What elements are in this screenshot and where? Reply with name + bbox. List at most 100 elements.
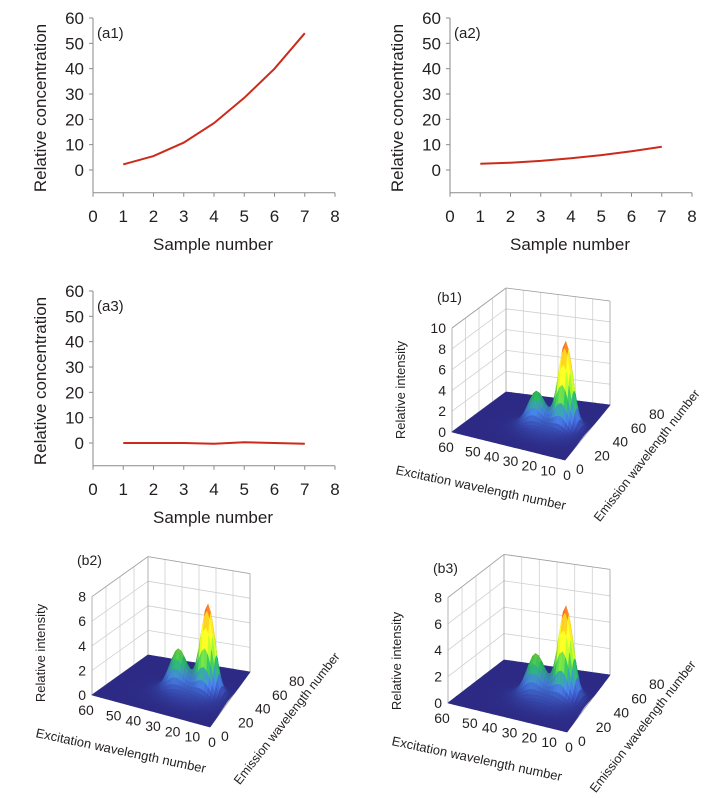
x-tick-label: 20 xyxy=(165,723,181,739)
x-tick-label: 3 xyxy=(179,480,188,499)
y-tick-label: 20 xyxy=(594,447,610,463)
panel-label: (b1) xyxy=(437,289,462,305)
y-tick-label: 20 xyxy=(65,383,84,402)
data-line xyxy=(123,441,305,445)
panel-label: (a2) xyxy=(454,25,481,42)
z-tick-label: 6 xyxy=(438,362,446,378)
y-tick-label: 60 xyxy=(631,420,647,436)
x-tick-label: 10 xyxy=(185,729,201,745)
box-edge xyxy=(505,287,611,302)
x-tick-label: 7 xyxy=(300,207,309,226)
y-tick-label: 50 xyxy=(65,34,84,53)
y-tick-label: 40 xyxy=(65,60,84,79)
y-tick-label: 40 xyxy=(613,434,629,450)
x-tick-label: 3 xyxy=(536,207,545,226)
x-tick-label: 4 xyxy=(566,207,575,226)
y-tick-label: 20 xyxy=(65,110,84,129)
box-edge xyxy=(451,287,507,329)
x-tick-label: 5 xyxy=(240,480,249,499)
z-axis-label: Relative intensity xyxy=(393,340,408,439)
box-edge xyxy=(91,556,149,597)
y-tick-label: 60 xyxy=(65,282,84,301)
y-tick-label: 0 xyxy=(432,161,441,180)
x-tick-label: 8 xyxy=(330,480,339,499)
x-tick-label: 6 xyxy=(270,480,279,499)
panel-label: (a3) xyxy=(97,298,124,315)
x-tick-label: 2 xyxy=(149,480,158,499)
x-tick-label: 1 xyxy=(119,207,128,226)
x-tick-label: 0 xyxy=(88,207,97,226)
z-tick-label: 8 xyxy=(78,589,86,605)
x-tick-label: 0 xyxy=(445,207,454,226)
y-tick-label: 30 xyxy=(65,358,84,377)
y-tick-label: 40 xyxy=(255,701,271,717)
y-tick-label: 10 xyxy=(65,409,84,428)
x-tick-label: 5 xyxy=(597,207,606,226)
x-tick-label: 7 xyxy=(300,480,309,499)
x-tick-label: 0 xyxy=(208,734,216,750)
x-tick-label: 30 xyxy=(503,453,519,469)
panel-label: (b2) xyxy=(77,552,102,568)
x-tick-label: 20 xyxy=(522,458,538,474)
x-tick-label: 4 xyxy=(209,480,218,499)
y-tick-label: 50 xyxy=(65,307,84,326)
y-tick-label: 50 xyxy=(422,34,441,53)
x-tick-label: 0 xyxy=(563,467,571,483)
surface-cell xyxy=(206,724,212,728)
x-axis-label: Excitation wavelength number xyxy=(35,725,208,776)
x-tick-label: 6 xyxy=(270,207,279,226)
y-axis-label: Relative concentration xyxy=(388,24,407,192)
y-tick-label: 30 xyxy=(422,85,441,104)
x-axis-label: Sample number xyxy=(153,235,273,254)
y-tick-label: 40 xyxy=(65,333,84,352)
x-tick-label: 60 xyxy=(78,702,94,718)
z-tick-label: 0 xyxy=(78,687,86,703)
z-tick-label: 2 xyxy=(438,403,446,419)
x-tick-label: 0 xyxy=(88,480,97,499)
line-chart-a3: 0 10 20 30 40 50 60 0 1 2 3 4 5 6 7 8 Sample number Relat… xyxy=(31,282,340,527)
z-tick-label: 4 xyxy=(438,382,446,398)
z-axis-label: Relative intensity xyxy=(33,603,48,702)
y-tick-label: 60 xyxy=(422,9,441,28)
y-tick-label: 80 xyxy=(649,406,665,422)
z-tick-label: 6 xyxy=(78,613,86,629)
y-tick-label: 40 xyxy=(422,60,441,79)
z-tick-label: 8 xyxy=(438,341,446,357)
x-tick-label: 4 xyxy=(209,207,218,226)
x-tick-label: 10 xyxy=(540,462,556,478)
x-axis-label: Sample number xyxy=(153,508,273,527)
y-tick-label: 10 xyxy=(422,136,441,155)
data-line xyxy=(480,145,662,165)
box-edge xyxy=(147,556,251,574)
y-tick-label: 0 xyxy=(75,434,84,453)
y-tick-label: 60 xyxy=(65,9,84,28)
y-tick-label: 30 xyxy=(65,85,84,104)
x-tick-label: 60 xyxy=(438,439,454,455)
x-tick-label: 8 xyxy=(330,207,339,226)
x-axis-label: Sample number xyxy=(510,235,630,254)
x-tick-label: 40 xyxy=(484,448,500,464)
x-tick-label: 50 xyxy=(106,707,122,723)
x-tick-label: 1 xyxy=(119,480,128,499)
y-axis-label: Relative concentration xyxy=(31,297,50,465)
data-line xyxy=(123,32,306,166)
z-tick-label: 0 xyxy=(438,424,446,440)
x-tick-label: 3 xyxy=(179,207,188,226)
x-tick-label: 40 xyxy=(126,713,142,729)
y-tick-label: 60 xyxy=(272,687,288,703)
y-axis-label: Relative concentration xyxy=(31,24,50,192)
x-tick-label: 2 xyxy=(506,207,515,226)
x-tick-label: 5 xyxy=(240,207,249,226)
y-tick-label: 10 xyxy=(65,136,84,155)
x-tick-label: 1 xyxy=(476,207,485,226)
y-tick-label: 20 xyxy=(238,714,254,730)
x-tick-label: 7 xyxy=(657,207,666,226)
y-tick-label: 20 xyxy=(422,110,441,129)
surface-cell xyxy=(561,457,567,461)
